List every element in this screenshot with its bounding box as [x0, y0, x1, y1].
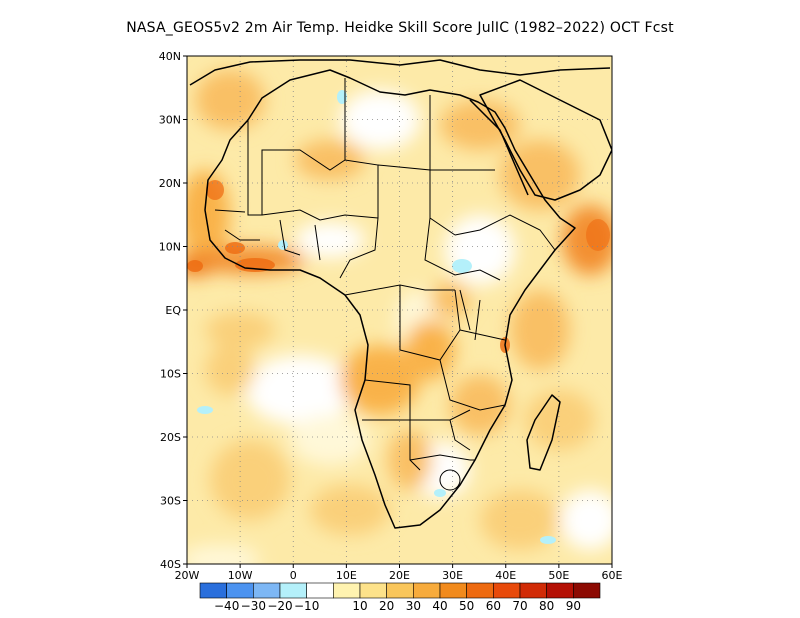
- colorbar-label: −40: [214, 599, 239, 613]
- lon-tick-label: 60E: [602, 569, 623, 582]
- skill-field: [187, 56, 612, 564]
- colorbar-swatch: [439, 582, 467, 599]
- lon-tick-label: 10E: [336, 569, 357, 582]
- colorbar-swatch: [573, 582, 601, 599]
- colorbar-label: 70: [512, 599, 527, 613]
- colorbar-swatch: [333, 582, 361, 599]
- colorbar-swatch: [466, 582, 494, 599]
- lon-tick-label: 50E: [548, 569, 569, 582]
- lon-tick-label: 10W: [228, 569, 253, 582]
- colorbar-swatch: [359, 582, 387, 599]
- colorbar-swatch: [493, 582, 521, 599]
- lat-tick-label: 40S: [160, 558, 181, 571]
- lon-tick-label: 0: [290, 569, 297, 582]
- lon-tick-label: 20E: [389, 569, 410, 582]
- colorbar-swatch: [413, 582, 441, 599]
- colorbar-label: 90: [566, 599, 581, 613]
- colorbar-label: 80: [539, 599, 554, 613]
- colorbar-swatch: [546, 582, 574, 599]
- colorbar-label: 60: [486, 599, 501, 613]
- map-title: NASA_GEOS5v2 2m Air Temp. Heidke Skill S…: [126, 20, 674, 36]
- latitude-ticks: 40N 30N 20N 10N EQ 10S 20S 30S 40S: [159, 50, 187, 571]
- lat-tick-label: 20N: [159, 177, 181, 190]
- lat-tick-label: EQ: [165, 304, 181, 317]
- colorbar-label: −10: [294, 599, 319, 613]
- lat-tick-label: 10S: [160, 368, 181, 381]
- lat-tick-label: 30S: [160, 495, 181, 508]
- colorbar-label: −20: [267, 599, 292, 613]
- colorbar-label: 20: [379, 599, 394, 613]
- colorbar-swatch: [226, 582, 254, 599]
- colorbar-label: 50: [459, 599, 474, 613]
- coastlines: [189, 59, 612, 529]
- colorbar: −40 −30 −20 −10 10 20 30 40 50 60 70 80 90: [199, 582, 601, 613]
- colorbar-label: 30: [406, 599, 421, 613]
- longitude-ticks: 20W 10W 0 10E 20E 30E 40E 50E 60E: [175, 564, 623, 582]
- colorbar-swatch: [519, 582, 547, 599]
- colorbar-swatch: [279, 582, 307, 599]
- colorbar-swatch: [306, 582, 334, 599]
- colorbar-swatch: [386, 582, 414, 599]
- colorbar-label: 40: [432, 599, 447, 613]
- colorbar-swatch: [199, 582, 227, 599]
- country-borders: [214, 78, 556, 491]
- gridlines: [187, 56, 612, 564]
- lat-tick-label: 40N: [159, 50, 181, 63]
- lat-tick-label: 30N: [159, 114, 181, 127]
- colorbar-swatch: [253, 582, 281, 599]
- lat-tick-label: 10N: [159, 241, 181, 254]
- lon-tick-label: 30E: [442, 569, 463, 582]
- lon-tick-label: 20W: [175, 569, 200, 582]
- colorbar-label: 10: [352, 599, 367, 613]
- lon-tick-label: 40E: [495, 569, 516, 582]
- lat-tick-label: 20S: [160, 431, 181, 444]
- colorbar-label: −30: [241, 599, 266, 613]
